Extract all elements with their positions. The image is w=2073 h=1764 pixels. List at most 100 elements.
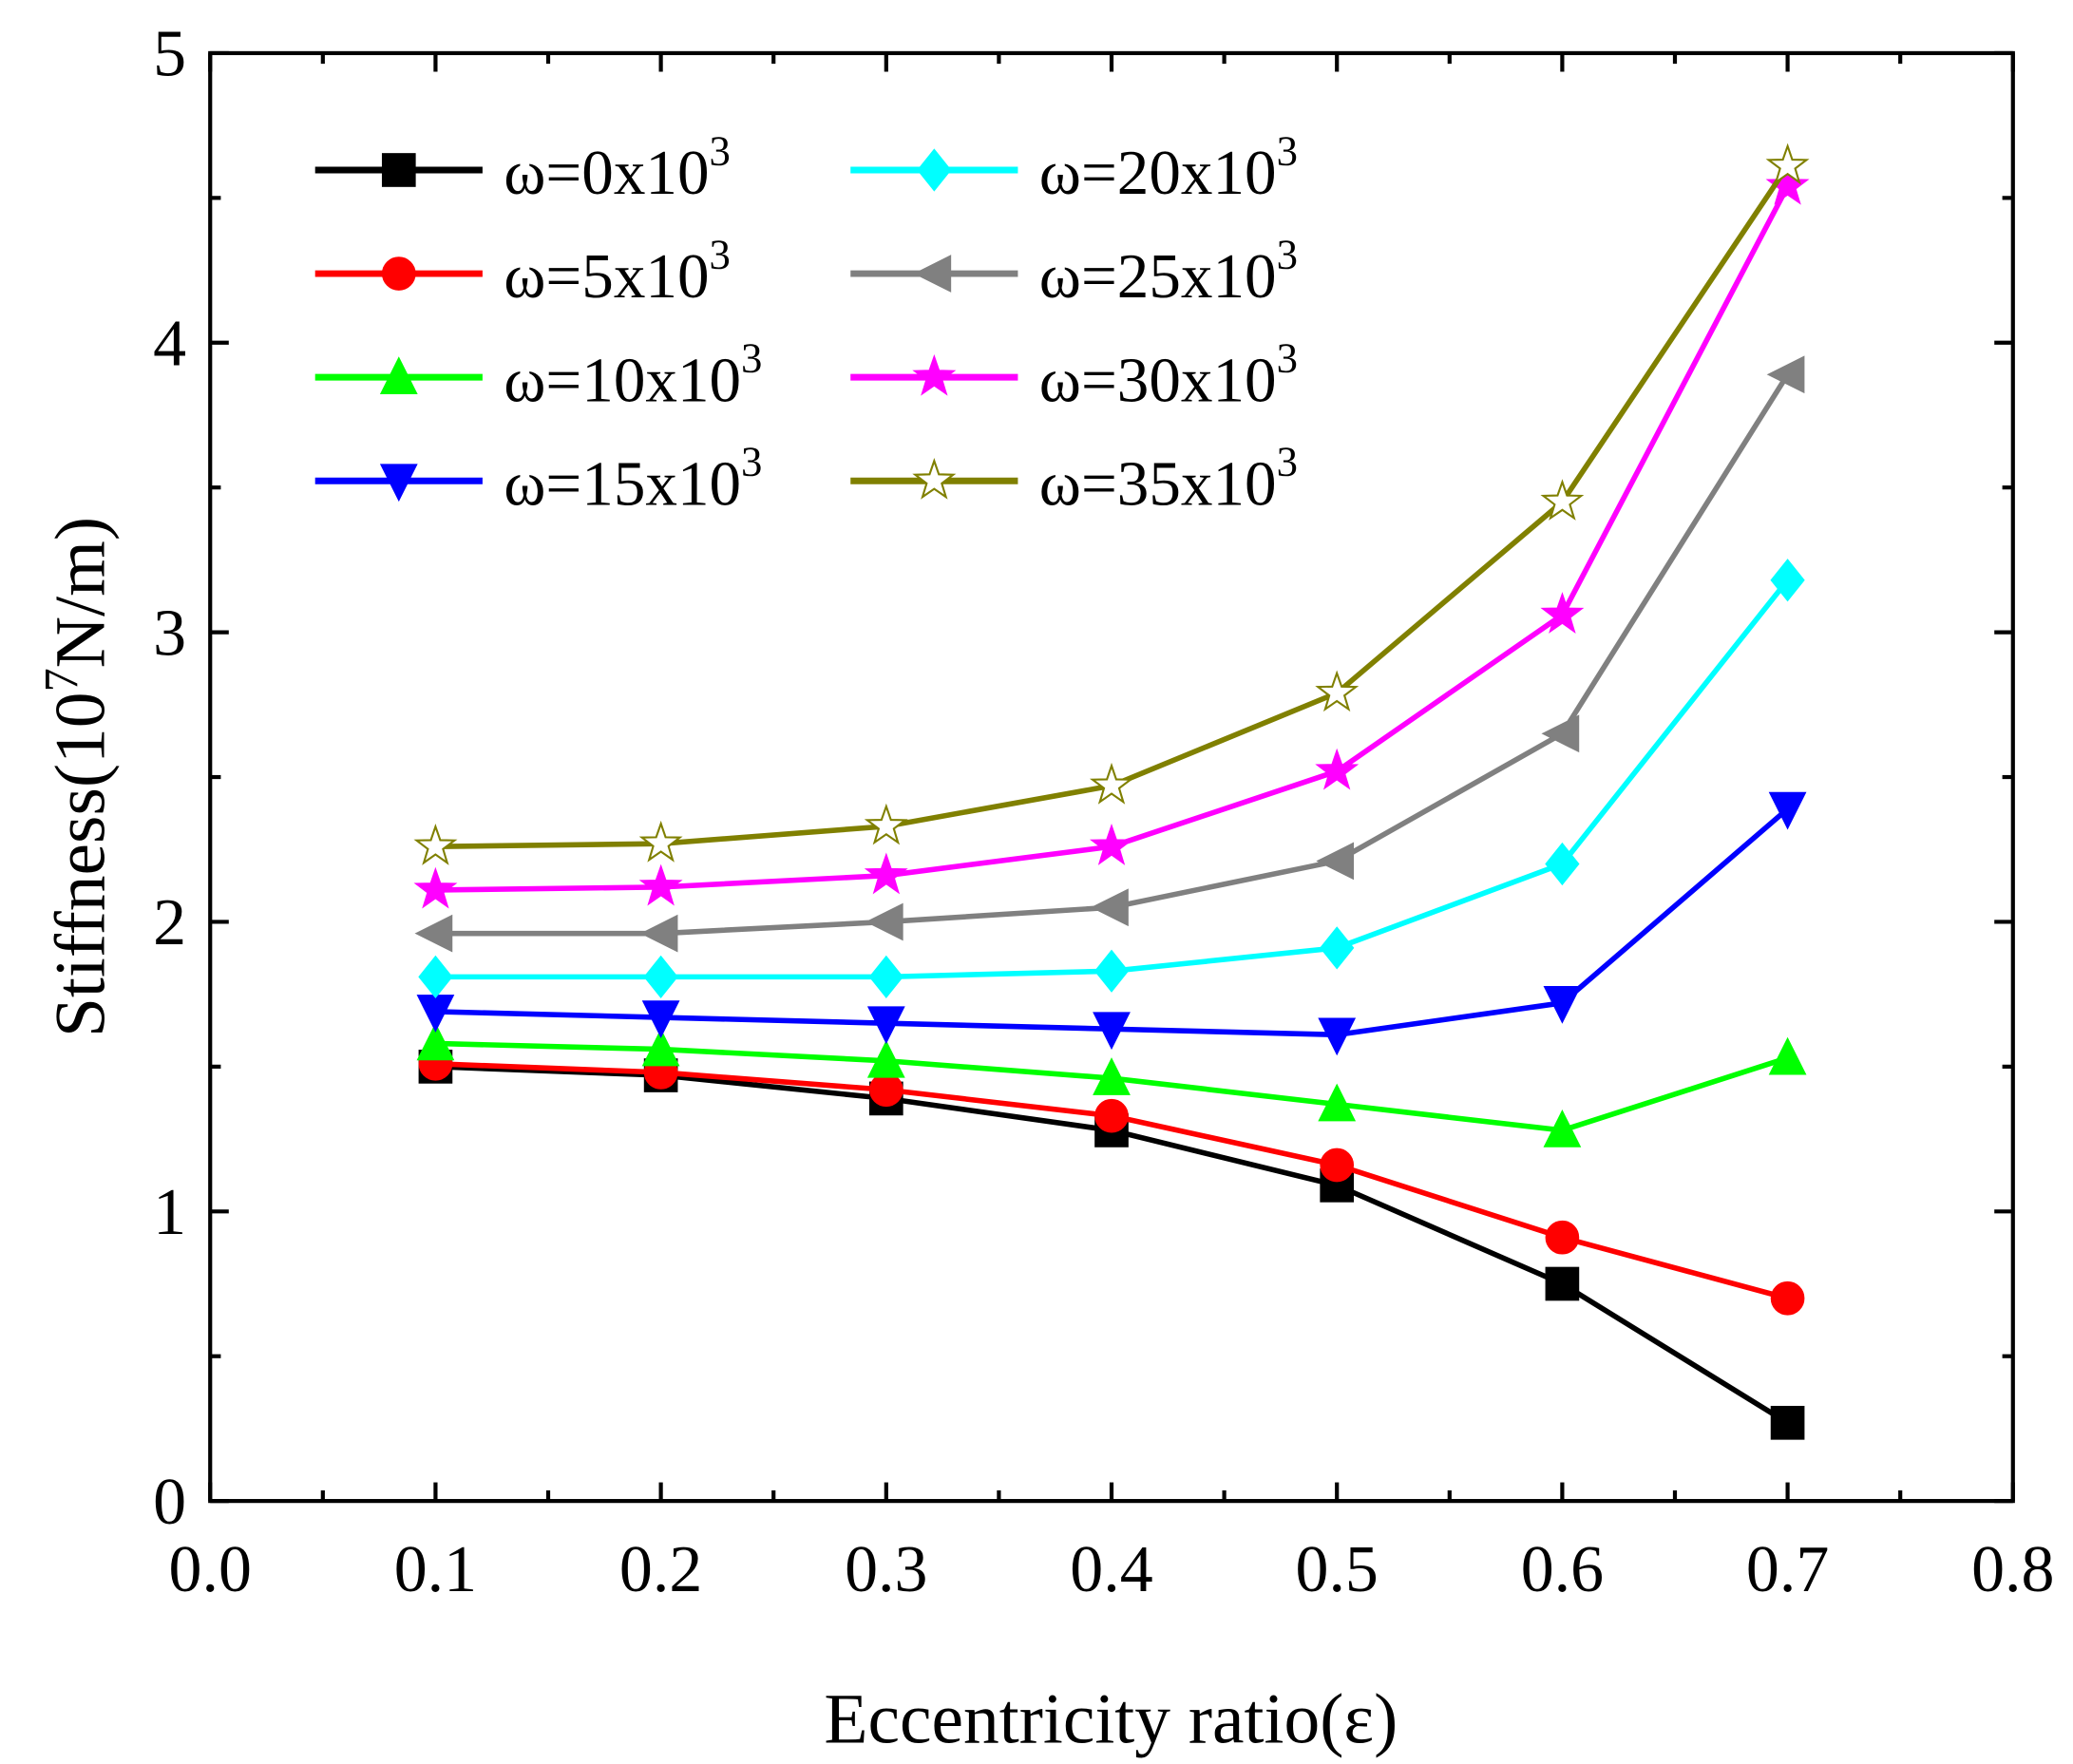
data-point — [1545, 1220, 1580, 1255]
data-point — [1541, 714, 1580, 753]
x-tick-label: 0.2 — [619, 1533, 702, 1606]
data-point — [1320, 1148, 1355, 1183]
data-point — [866, 1039, 905, 1078]
data-point — [641, 1028, 680, 1067]
x-tick-label: 0.0 — [169, 1533, 252, 1606]
data-point — [1318, 1017, 1357, 1056]
series-group — [413, 142, 1810, 1440]
series-2 — [416, 1022, 1807, 1148]
data-point — [1545, 842, 1580, 886]
legend-marker — [912, 458, 957, 500]
legend-item: ω=0x103 — [314, 126, 731, 208]
x-tick-label: 0.8 — [1971, 1533, 2054, 1606]
data-point — [1766, 355, 1805, 394]
data-point — [1770, 1405, 1805, 1440]
legend-label: ω=20x103 — [1039, 126, 1298, 208]
legend-label: ω=25x103 — [1039, 230, 1298, 312]
data-point — [868, 955, 903, 999]
legend-marker — [913, 255, 952, 293]
y-tick-label: 3 — [153, 597, 186, 670]
legend-marker — [381, 153, 416, 187]
data-point — [413, 866, 458, 909]
data-point — [641, 1000, 680, 1038]
data-point — [865, 902, 903, 941]
data-point — [1094, 949, 1130, 993]
series-7 — [413, 142, 1810, 865]
data-point — [1093, 1057, 1131, 1095]
data-point — [1315, 748, 1360, 790]
y-tick-label: 2 — [153, 886, 186, 959]
legend-item: ω=15x103 — [314, 438, 762, 520]
legend-marker — [381, 256, 416, 291]
y-tick-label: 4 — [153, 308, 186, 381]
series-5 — [414, 355, 1805, 953]
x-tick-label: 0.4 — [1070, 1533, 1152, 1606]
legend-item: ω=30x103 — [850, 334, 1298, 416]
x-tick-label: 0.7 — [1746, 1533, 1829, 1606]
data-point — [1543, 985, 1582, 1024]
data-point — [1093, 1012, 1131, 1051]
data-point — [639, 914, 678, 953]
data-point — [413, 823, 458, 865]
legend-label: ω=5x103 — [504, 230, 731, 312]
data-point — [418, 955, 453, 999]
legend-item: ω=10x103 — [314, 334, 762, 416]
legend-marker — [379, 356, 418, 394]
legend-marker — [912, 353, 957, 396]
x-axis-label: Eccentricity ratio(ε) — [824, 1680, 1398, 1759]
axes: 0.0 0.1 0.2 0.3 0.4 0.5 0.6 0.7 0.8 0 1 2 3 4 5 — [153, 18, 2054, 1607]
legend-marker — [917, 148, 952, 192]
data-point — [643, 955, 678, 999]
data-point — [1540, 479, 1585, 521]
legend-label: ω=35x103 — [1039, 438, 1298, 520]
legend-label: ω=15x103 — [504, 438, 762, 520]
data-point — [1768, 791, 1807, 830]
legend-item: ω=5x103 — [314, 230, 731, 312]
data-point — [1089, 762, 1134, 805]
data-point — [1320, 926, 1355, 970]
data-point — [638, 820, 683, 863]
legend-item: ω=20x103 — [850, 126, 1298, 208]
data-point — [1770, 559, 1805, 602]
data-point — [1318, 1083, 1357, 1122]
data-point — [1765, 163, 1810, 205]
x-tick-label: 0.3 — [845, 1533, 927, 1606]
data-point — [864, 803, 908, 845]
data-point — [1315, 670, 1360, 712]
data-point — [1543, 1110, 1582, 1148]
data-point — [1316, 842, 1355, 881]
y-tick-label: 1 — [153, 1176, 186, 1249]
y-axis-label: Stiffness(107N/m) — [34, 517, 120, 1037]
data-point — [1089, 823, 1134, 865]
data-point — [1094, 1098, 1129, 1133]
data-point — [1540, 592, 1585, 634]
data-point — [414, 914, 453, 953]
data-point — [868, 1072, 903, 1108]
legend: ω=0x103 ω=5x103 ω=10x103 ω=15x103 ω=20x103 ω=… — [314, 126, 1298, 520]
data-point — [1770, 1280, 1805, 1316]
x-tick-label: 0.5 — [1296, 1533, 1379, 1606]
data-point — [866, 1006, 905, 1045]
data-point — [638, 863, 683, 906]
data-point — [416, 1022, 455, 1061]
y-tick-label: 0 — [153, 1466, 186, 1539]
legend-item: ω=35x103 — [850, 438, 1298, 520]
data-point — [864, 852, 908, 895]
series-4 — [418, 559, 1805, 999]
data-point — [1545, 1266, 1580, 1301]
series-3 — [416, 791, 1807, 1056]
data-point — [1765, 142, 1810, 185]
data-point — [1768, 1036, 1807, 1075]
x-tick-label: 0.6 — [1521, 1533, 1604, 1606]
legend-label: ω=0x103 — [504, 126, 731, 208]
y-tick-label: 5 — [153, 18, 186, 91]
legend-label: ω=30x103 — [1039, 334, 1298, 416]
legend-marker — [379, 464, 418, 503]
series-6 — [413, 163, 1810, 909]
legend-item: ω=25x103 — [850, 230, 1298, 312]
legend-label: ω=10x103 — [504, 334, 762, 416]
x-tick-label: 0.1 — [394, 1533, 477, 1606]
data-point — [1091, 888, 1129, 927]
series-line — [435, 1061, 1789, 1301]
